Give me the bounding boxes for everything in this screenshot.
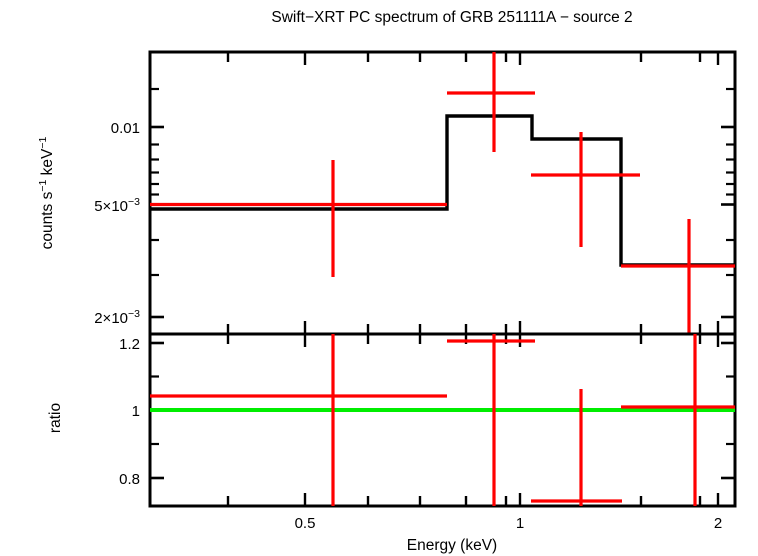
ratio-y-minor-ticks <box>150 375 159 446</box>
xtick-label-2: 2 <box>714 515 722 532</box>
spectrum-y-ticks-right <box>721 125 735 319</box>
ratio-point-3 <box>531 389 622 506</box>
ratio-point-1 <box>150 334 447 506</box>
xtick-label-1: 1 <box>516 515 524 532</box>
spectrum-x-ticks-top <box>226 52 720 65</box>
ratio-y-axis-label: ratio <box>47 403 64 433</box>
spectrum-y-axis-label-sup2: −1 <box>37 136 49 148</box>
ratio-y-minor-ticks-right <box>726 375 735 446</box>
ratio-x-ticks-bottom <box>226 493 720 506</box>
ratio-ytick-label-1: 1 <box>132 403 140 420</box>
data-point-3 <box>531 132 640 247</box>
spectrum-data-points <box>150 52 735 334</box>
spectrum-y-axis-label-a: counts s <box>39 191 56 249</box>
model-step-curve <box>150 114 735 267</box>
data-point-4 <box>621 219 735 334</box>
spectrum-ytick-label-2-text: 2×10 <box>94 310 128 327</box>
ratio-ytick-label-2: 0.8 <box>119 471 140 488</box>
ratio-point-2 <box>447 334 535 506</box>
ratio-panel: 1.2 1 0.8 ratio 0 <box>47 332 737 554</box>
spectrum-ytick-label-0: 0.01 <box>111 120 140 137</box>
data-point-2 <box>447 52 535 152</box>
spectrum-y-axis-label-sup1: −1 <box>37 179 49 191</box>
spectrum-ytick-label-2-sup: −3 <box>128 308 140 320</box>
ratio-data-points <box>150 334 735 506</box>
spectrum-ytick-label-2: 2×10−3 <box>94 308 140 327</box>
spectrum-ytick-label-1-sup: −3 <box>128 196 140 208</box>
spectrum-ytick-label-1-text: 5×10 <box>94 198 128 215</box>
data-point-1 <box>150 160 447 277</box>
ratio-ytick-label-0: 1.2 <box>119 336 140 353</box>
spectrum-x-ticks-bottom <box>226 321 720 334</box>
spectrum-y-minor-ticks-right <box>726 87 735 277</box>
ratio-point-4 <box>621 334 735 506</box>
xtick-label-0: 0.5 <box>295 515 316 532</box>
spectrum-y-minor-ticks <box>150 87 159 277</box>
x-axis-label: Energy (keV) <box>407 537 497 554</box>
spectrum-y-axis-label: counts s−1 keV−1 <box>37 136 56 249</box>
spectrum-ytick-label-1: 5×10−3 <box>94 196 140 215</box>
figure-title: Swift−XRT PC spectrum of GRB 251111A − s… <box>271 9 632 26</box>
ratio-plot-frame <box>148 332 737 508</box>
spectrum-y-axis-label-b: keV <box>39 148 56 180</box>
